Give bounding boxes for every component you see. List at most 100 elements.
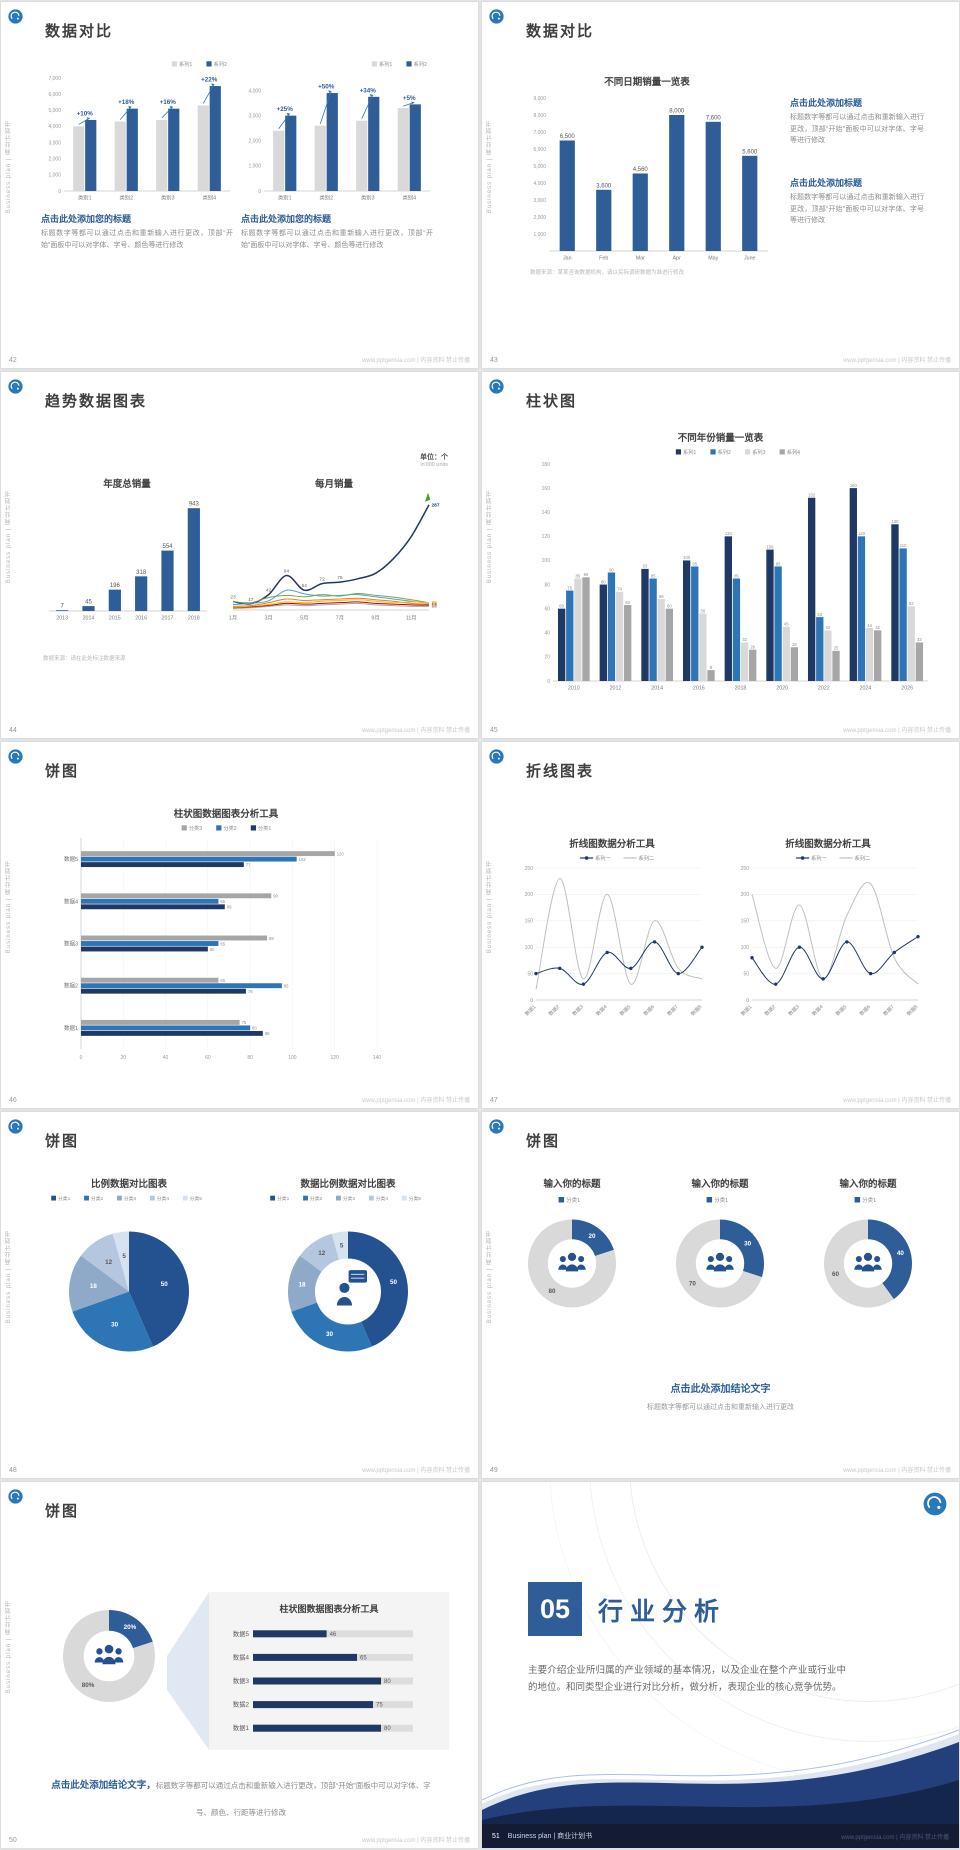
svg-text:95: 95 bbox=[692, 561, 697, 566]
donut-chart: 分类1 30 70 bbox=[652, 1194, 788, 1320]
svg-text:2018: 2018 bbox=[735, 686, 747, 692]
svg-text:20: 20 bbox=[589, 1233, 597, 1240]
section-number: 05 bbox=[528, 1582, 582, 1636]
svg-text:318: 318 bbox=[136, 570, 147, 576]
slide-45-column-chart[interactable]: Business plan | 商业计划书 柱状图 不同年份销量一览表 系列1 系… bbox=[482, 372, 959, 738]
watermark: www.pptgensia.com | 内容资料 禁止传播 bbox=[362, 1468, 470, 1474]
svg-text:102: 102 bbox=[299, 857, 307, 862]
svg-text:数据3: 数据3 bbox=[787, 1003, 801, 1017]
svg-text:1,000: 1,000 bbox=[248, 164, 261, 170]
svg-text:53: 53 bbox=[817, 612, 822, 617]
chart-title: 不同年份销量一览表 bbox=[677, 433, 764, 444]
svg-text:54: 54 bbox=[302, 583, 308, 589]
svg-text:0: 0 bbox=[80, 1055, 83, 1061]
slide-44-trend-charts[interactable]: Business plan | 商业计划书 趋势数据图表 单位：个 in'000… bbox=[1, 372, 478, 738]
svg-text:数据2: 数据2 bbox=[763, 1003, 777, 1017]
svg-text:5,000: 5,000 bbox=[48, 108, 61, 114]
brand-logo-icon bbox=[8, 1119, 23, 1134]
svg-text:130: 130 bbox=[891, 519, 899, 524]
svg-text:2,000: 2,000 bbox=[533, 215, 546, 221]
svg-text:100: 100 bbox=[288, 1055, 297, 1061]
watermark: www.pptgensia.com | 内容资料 禁止传播 bbox=[841, 1834, 949, 1841]
watermark: www.pptgensia.com | 内容资料 禁止传播 bbox=[843, 358, 951, 364]
svg-text:23: 23 bbox=[230, 595, 236, 601]
svg-text:数据4: 数据4 bbox=[595, 1003, 609, 1017]
svg-text:75: 75 bbox=[567, 585, 572, 590]
slide-title: 数据对比 bbox=[526, 23, 595, 40]
brand-logo-icon bbox=[8, 9, 23, 24]
slide-49-donut-charts[interactable]: Business plan | 商业计划书 饼图 输入你的标题 输入你的标题 输… bbox=[482, 1112, 959, 1478]
svg-text:数据2: 数据2 bbox=[233, 1700, 250, 1709]
svg-text:分类4: 分类4 bbox=[157, 1195, 170, 1202]
slide-title: 饼图 bbox=[526, 1133, 561, 1150]
svg-text:152: 152 bbox=[808, 493, 816, 498]
svg-text:分类3: 分类3 bbox=[124, 1195, 137, 1202]
svg-text:系列一: 系列一 bbox=[811, 854, 827, 862]
svg-text:+18%: +18% bbox=[118, 99, 135, 106]
svg-text:74: 74 bbox=[617, 587, 622, 592]
svg-text:分类1: 分类1 bbox=[566, 1196, 580, 1204]
horizontal-grouped-bar-chart: 分类3 分类2 分类1 0 20 40 60 80 100 120 140 数据5 120 102 77 数据… bbox=[53, 822, 393, 1062]
svg-text:4,000: 4,000 bbox=[533, 181, 546, 187]
brand-logo-icon bbox=[8, 749, 23, 764]
block-body: 标题数字等都可以通过点击和重新输入进行更改，顶部“开始”面板中可以对字体、字号、… bbox=[241, 230, 433, 249]
conclusion-heading: 点击此处添加结论文字， bbox=[51, 1780, 156, 1791]
svg-text:系列一: 系列一 bbox=[595, 854, 611, 862]
slide-42-data-comparison[interactable]: Business plan | 商业计划书 数据对比 系列1 系列2 7,000 6,… bbox=[1, 2, 478, 368]
svg-text:数据3: 数据3 bbox=[233, 1676, 250, 1685]
svg-text:554: 554 bbox=[162, 544, 173, 550]
slide-46-bar-chart[interactable]: Business plan | 商业计划书 饼图 柱状图数据图表分析工具 分类3… bbox=[1, 742, 478, 1108]
sales-column-chart: 9,000 8,000 7,000 6,000 5,000 4,000 3,000 2,000… bbox=[524, 88, 772, 262]
page-number: 43 bbox=[490, 357, 498, 364]
sidebar-vertical-text: Business plan | 商业计划书 bbox=[6, 860, 12, 954]
slide-47-line-charts[interactable]: Business plan | 商业计划书 折线图表 折线图数据分析工具 折线图… bbox=[482, 742, 959, 1108]
svg-text:6,000: 6,000 bbox=[48, 92, 61, 98]
slide-51-section-divider[interactable]: 05 行业分析 主要介绍企业所归属的产业领域的基本情况，以及企业在整个产业或行业… bbox=[482, 1482, 959, 1848]
svg-text:数据4: 数据4 bbox=[64, 897, 78, 905]
svg-text:20: 20 bbox=[432, 600, 438, 606]
svg-text:系列1: 系列1 bbox=[179, 60, 192, 68]
page-number: 44 bbox=[9, 727, 17, 734]
svg-text:140: 140 bbox=[542, 510, 551, 516]
slide-43-data-comparison[interactable]: Business plan | 商业计划书 数据对比 不同日期销量一览表 9,0… bbox=[482, 2, 959, 368]
grouped-column-chart: 系列1 系列2 4,000 3,000 2,000 1,000 0 类别1 +25% 类别2 +50… bbox=[239, 58, 434, 202]
svg-text:Apr: Apr bbox=[673, 256, 681, 262]
block-heading: 点击此处添加您的标题 bbox=[241, 214, 332, 224]
svg-text:50: 50 bbox=[527, 971, 533, 977]
page-number: 51 bbox=[492, 1832, 500, 1840]
svg-text:2,000: 2,000 bbox=[248, 139, 261, 145]
svg-text:44: 44 bbox=[867, 623, 872, 628]
svg-text:943: 943 bbox=[189, 502, 200, 508]
line-chart: 系列一 系列二 0 50 100 150 200 250 数据1 数据2 数据3 数据4 数据5 数据6 数… bbox=[516, 852, 708, 1020]
block-heading: 点击此处添加标题 bbox=[790, 98, 863, 108]
svg-text:系列2: 系列2 bbox=[414, 60, 427, 68]
svg-text:+10%: +10% bbox=[77, 110, 94, 117]
svg-text:85: 85 bbox=[651, 573, 656, 578]
svg-text:类别4: 类别4 bbox=[202, 194, 216, 202]
text-block: 点击此处添加您的标题 标题数字等都可以通过点击和重新输入进行更改，顶部“开始”面… bbox=[241, 212, 433, 251]
slide-title: 饼图 bbox=[45, 1133, 80, 1150]
svg-text:系列1: 系列1 bbox=[683, 448, 696, 456]
svg-text:6,000: 6,000 bbox=[533, 147, 546, 153]
svg-text:2018: 2018 bbox=[188, 616, 200, 622]
svg-text:5月: 5月 bbox=[300, 615, 308, 622]
svg-text:0: 0 bbox=[547, 679, 550, 685]
svg-text:系列2: 系列2 bbox=[214, 60, 227, 68]
conclusion-paragraph: 点击此处添加结论文字，标题数字等都可以通过点击和重新输入进行更改，顶部“开始”面… bbox=[49, 1770, 433, 1824]
slide-48-pie-charts[interactable]: Business plan | 商业计划书 饼图 比例数据对比图表 数据比例数据… bbox=[1, 1112, 478, 1478]
slide-footer-bar: 51 Business plan | 商业计划书 www.pptgensia.c… bbox=[482, 1824, 959, 1848]
svg-text:+16%: +16% bbox=[160, 99, 177, 106]
svg-text:+22%: +22% bbox=[201, 77, 218, 84]
svg-text:180: 180 bbox=[542, 462, 551, 468]
svg-text:95: 95 bbox=[776, 561, 781, 566]
svg-text:80: 80 bbox=[252, 1026, 257, 1031]
svg-text:86: 86 bbox=[265, 1031, 270, 1036]
chart-title: 折线图数据分析工具 bbox=[785, 839, 871, 850]
svg-text:4,560: 4,560 bbox=[633, 167, 649, 173]
svg-text:7,000: 7,000 bbox=[48, 76, 61, 82]
block-body: 标题数字等都可以通过点击和重新输入进行更改，顶部“开始”面板中可以对字体、字号等… bbox=[790, 114, 924, 145]
svg-text:Mar: Mar bbox=[636, 256, 645, 262]
slide-50-donut-and-bars[interactable]: Business plan | 商业计划书 饼图 20% 80% 柱状图数据图表分… bbox=[1, 1482, 478, 1848]
svg-text:分类2: 分类2 bbox=[223, 824, 236, 832]
svg-text:2016: 2016 bbox=[693, 686, 705, 692]
